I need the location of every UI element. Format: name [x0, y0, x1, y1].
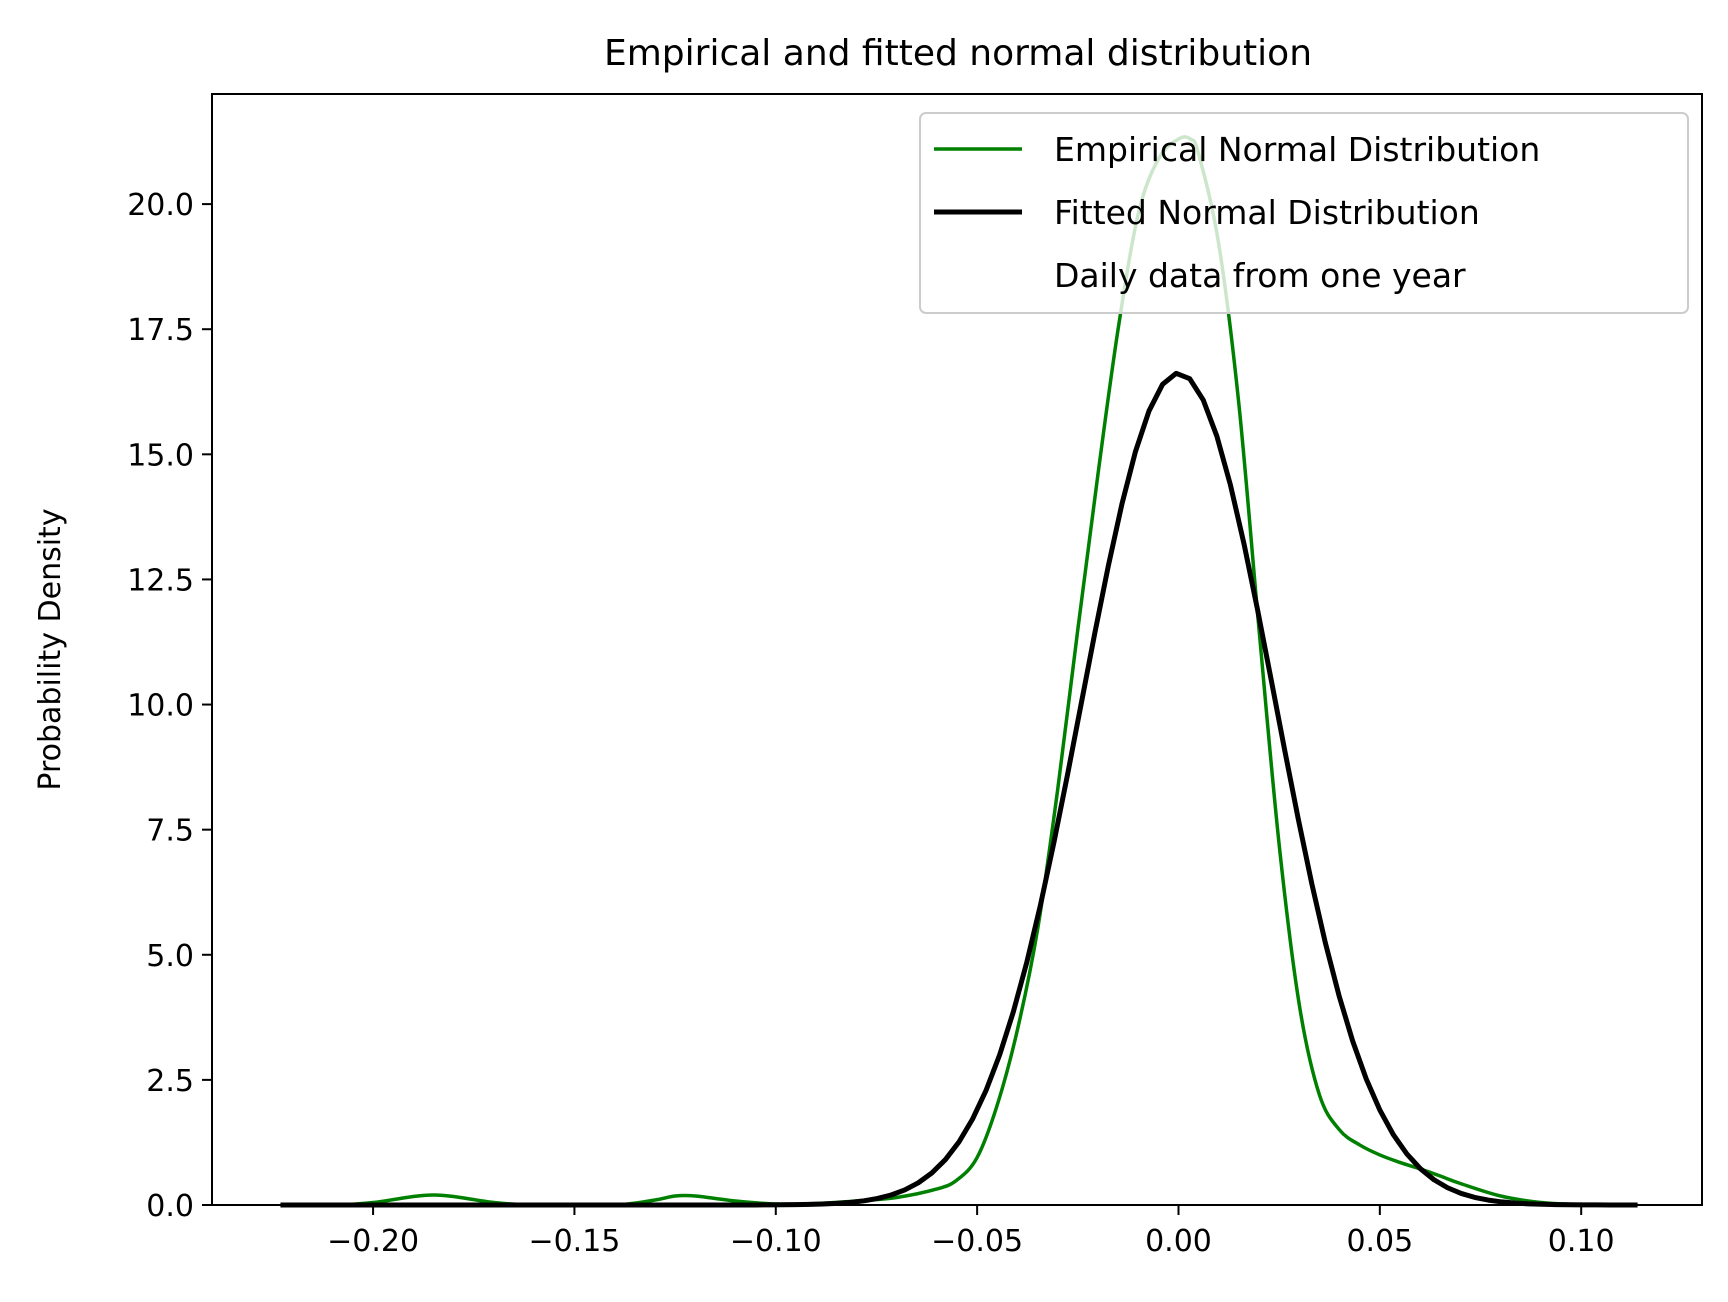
y-tick-label: 20.0	[127, 188, 194, 223]
x-tick-label: −0.20	[327, 1224, 419, 1259]
legend-entry-label: Fitted Normal Distribution	[1054, 193, 1480, 232]
legend: Empirical Normal Distribution Fitted Norm…	[919, 112, 1689, 314]
y-tick-label: 15.0	[127, 438, 194, 473]
legend-entry-label: Empirical Normal Distribution	[1054, 130, 1540, 169]
x-tick-label: 0.05	[1346, 1224, 1413, 1259]
y-tick-label: 7.5	[146, 814, 194, 849]
series-empirical-line	[280, 135, 1638, 1208]
x-tick-label: 0.10	[1548, 1224, 1615, 1259]
x-tick-label: −0.10	[730, 1224, 822, 1259]
y-tick-label: 12.5	[127, 563, 194, 598]
y-axis-label: Probability Density	[33, 508, 68, 790]
legend-entry-label: Daily data from one year	[1054, 256, 1466, 295]
x-axis-ticks: −0.20 −0.15 −0.10 −0.05 0.00 0.05 0.10	[327, 1205, 1615, 1259]
y-axis-ticks: 0.0 2.5 5.0 7.5 10.0 12.5 15.0 17.5 20.0	[127, 188, 212, 1224]
y-tick-label: 5.0	[146, 939, 194, 974]
x-tick-label: 0.00	[1145, 1224, 1212, 1259]
y-tick-label: 0.0	[146, 1189, 194, 1224]
y-tick-label: 10.0	[127, 689, 194, 724]
x-tick-label: −0.05	[931, 1224, 1023, 1259]
axes-frame	[211, 93, 1703, 1206]
legend-box	[919, 112, 1689, 314]
x-tick-label: −0.15	[528, 1224, 620, 1259]
y-tick-label: 17.5	[127, 313, 194, 348]
y-tick-label: 2.5	[146, 1064, 194, 1099]
chart-title: Empirical and fitted normal distribution	[604, 33, 1312, 74]
